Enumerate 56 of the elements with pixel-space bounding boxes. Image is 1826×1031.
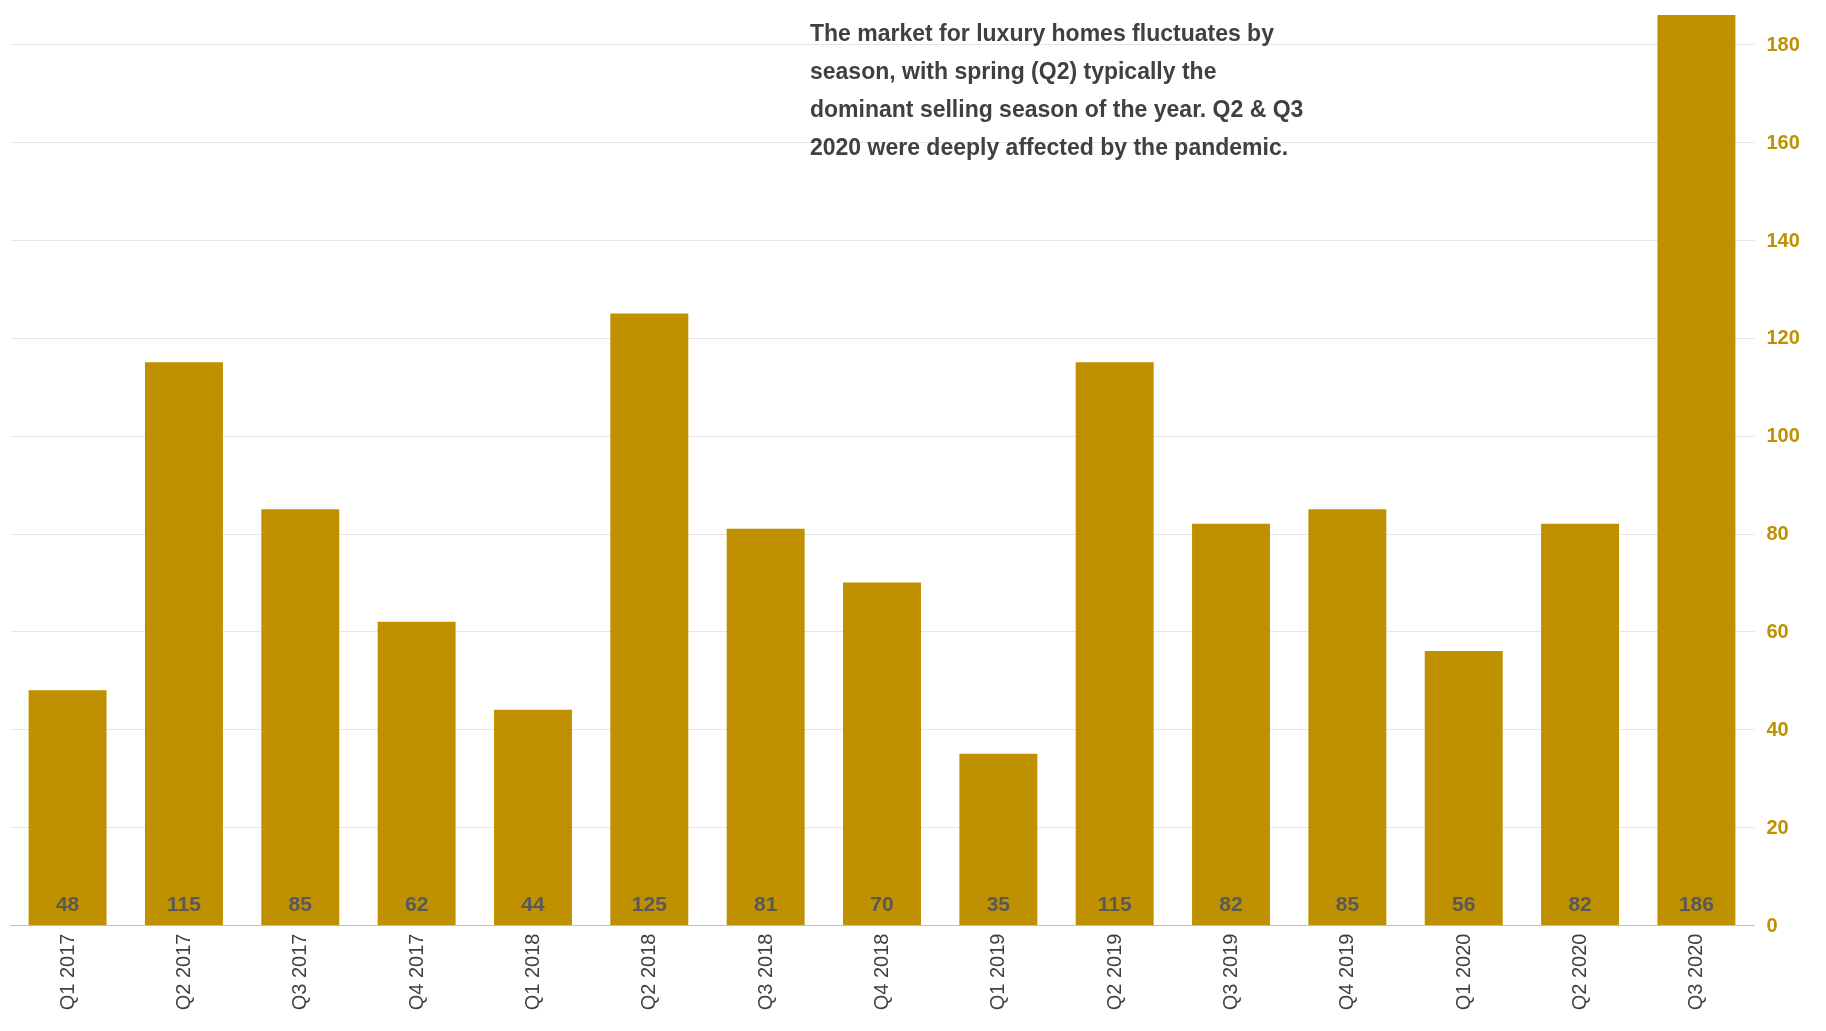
data-label: 56 [1452, 892, 1476, 915]
x-tick-label: Q2 2019 [1102, 933, 1125, 1011]
y-tick-label: 80 [1766, 522, 1789, 545]
x-tick-label: Q1 2019 [986, 933, 1009, 1011]
bar [1192, 523, 1271, 925]
x-tick-label: Q1 2018 [520, 933, 543, 1011]
bar [1308, 509, 1387, 925]
data-label: 115 [166, 892, 202, 915]
bar [726, 528, 805, 925]
data-label: 82 [1219, 892, 1243, 915]
x-tick-label: Q1 2017 [55, 933, 78, 1011]
data-label: 85 [288, 892, 313, 915]
bar [144, 362, 223, 925]
x-tick-label: Q2 2017 [171, 933, 194, 1011]
data-label: 44 [521, 892, 545, 915]
x-tick-label: Q4 2018 [870, 933, 892, 1011]
y-tick-label: 40 [1766, 717, 1789, 740]
y-tick-label: 0 [1766, 913, 1778, 936]
data-label: 81 [753, 892, 778, 915]
y-tick-label: 20 [1766, 815, 1789, 838]
x-tick-label: Q4 2017 [404, 933, 427, 1011]
data-label: 85 [1335, 892, 1360, 915]
x-tick-label: Q3 2020 [1684, 933, 1707, 1011]
data-label: 62 [404, 892, 429, 915]
x-tick-label: Q2 2020 [1568, 933, 1591, 1011]
bar [493, 709, 572, 925]
y-tick-label: 160 [1766, 130, 1800, 153]
bar [1541, 523, 1620, 925]
y-tick-label: 140 [1766, 228, 1800, 251]
annotation: The market for luxury homes fluctuates by season, with spring (Q2) typically the dominant selling season of the year. Q2 & Q3 2020 were deeply affected by the pandemic. [810, 20, 1304, 160]
data-label: 35 [986, 892, 1011, 915]
x-tick-label: Q2 2018 [637, 933, 660, 1011]
y-tick-label: 60 [1766, 619, 1789, 642]
data-label: 70 [870, 892, 894, 915]
bar [28, 690, 107, 925]
bar [1075, 362, 1154, 925]
x-tick-label: Q4 2019 [1335, 933, 1358, 1011]
data-label: 186 [1678, 892, 1714, 915]
data-label: 48 [55, 892, 80, 915]
y-tick-label: 180 [1766, 32, 1800, 55]
bar [1424, 651, 1503, 925]
y-tick-label: 100 [1766, 424, 1800, 447]
data-label: 125 [631, 892, 668, 915]
x-tick-label: Q3 2019 [1219, 933, 1242, 1011]
bar [261, 509, 340, 925]
bar [959, 753, 1038, 925]
x-tick-label: Q3 2017 [288, 933, 311, 1011]
bar [610, 313, 689, 925]
bar [843, 582, 921, 925]
y-tick-label: 120 [1766, 326, 1800, 349]
x-tick-label: Q1 2020 [1451, 933, 1474, 1011]
data-label: 115 [1097, 892, 1132, 915]
data-label: 82 [1568, 892, 1592, 915]
x-tick-label: Q3 2018 [753, 933, 776, 1011]
bar [377, 621, 456, 925]
bar [1657, 15, 1736, 925]
